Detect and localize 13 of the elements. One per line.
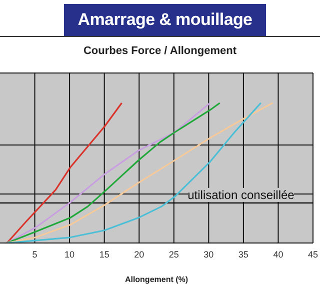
x-tick-label: 30 (204, 249, 214, 260)
x-tick-label: 20 (134, 249, 144, 260)
chart-title: Amarrage & mouillage (64, 4, 266, 36)
x-tick-label: 5 (32, 249, 38, 260)
x-axis-title: Allongement (%) (124, 275, 188, 284)
x-tick-label: 35 (238, 249, 248, 260)
x-tick-label: 40 (273, 249, 284, 260)
x-tick-label: 25 (168, 249, 179, 260)
x-tick-label: 10 (64, 249, 75, 260)
chart-subtitle: Courbes Force / Allongement (82, 45, 238, 57)
ref-line-label: utilisation conseillée (188, 188, 295, 202)
x-tick-label: 45 (308, 249, 318, 260)
x-tick-label: 15 (99, 249, 110, 260)
